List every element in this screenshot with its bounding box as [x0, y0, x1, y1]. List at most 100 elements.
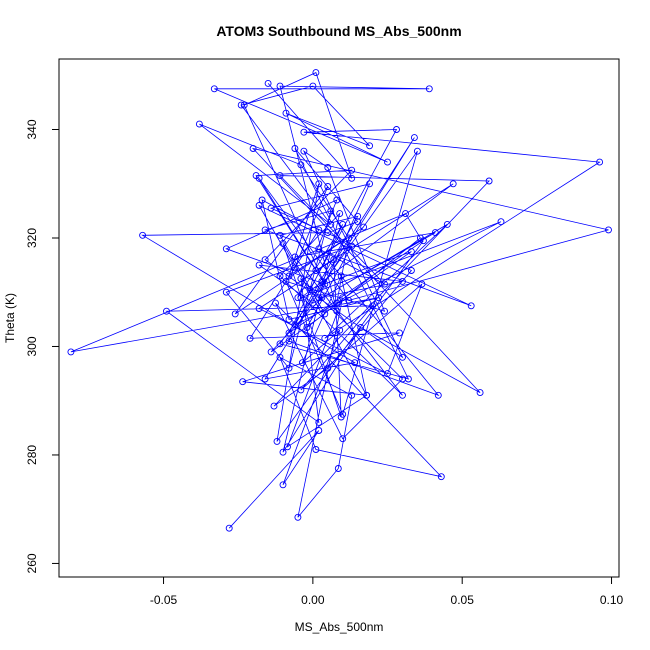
data-point — [270, 402, 278, 410]
x-tick-label: -0.05 — [150, 593, 178, 607]
x-tick-label: 0.05 — [451, 593, 475, 607]
data-point — [291, 264, 299, 272]
data-point — [418, 280, 426, 288]
data-point — [334, 465, 342, 472]
data-point — [297, 386, 305, 394]
data-point — [163, 307, 170, 315]
data-point — [300, 147, 308, 155]
data-point — [249, 145, 257, 152]
data-point — [384, 370, 391, 378]
data-point — [306, 286, 314, 293]
data-point — [252, 172, 260, 180]
y-tick-label: 320 — [25, 228, 39, 248]
data-point — [285, 272, 293, 280]
data-point — [297, 294, 305, 302]
data-point — [345, 296, 353, 304]
y-axis: 260 280 300 320 340 — [25, 119, 60, 573]
x-axis: -0.05 0.00 0.05 0.10 — [150, 576, 624, 607]
data-point — [605, 226, 612, 234]
data-point — [333, 307, 341, 315]
data-point — [410, 134, 418, 142]
data-point — [363, 391, 371, 399]
data-point — [285, 329, 293, 337]
data-point — [267, 204, 275, 212]
data-point — [294, 513, 302, 521]
data-point — [399, 391, 406, 399]
data-point — [327, 207, 335, 215]
data-point — [354, 218, 362, 226]
data-point — [407, 248, 415, 256]
y-axis-title: Theta (K) — [3, 293, 17, 343]
data-point — [381, 280, 388, 288]
y-tick-label: 300 — [25, 336, 39, 356]
data-point — [425, 85, 433, 93]
data-point — [399, 353, 406, 361]
data-point — [333, 299, 341, 307]
data-point — [261, 256, 269, 264]
data-point — [318, 277, 326, 285]
data-point — [312, 446, 320, 453]
data-point — [476, 389, 484, 397]
data-point — [276, 82, 284, 90]
data-point — [315, 427, 323, 434]
data-point — [318, 294, 326, 302]
data-point — [324, 164, 332, 171]
y-tick-label: 340 — [25, 119, 39, 139]
data-point — [321, 310, 329, 318]
data-point — [413, 147, 421, 155]
data-point — [366, 142, 374, 150]
data-point — [261, 375, 269, 383]
data-point — [333, 196, 341, 204]
data-point — [285, 364, 293, 372]
data-point — [312, 69, 320, 77]
data-point — [434, 391, 442, 399]
data-point — [237, 101, 245, 109]
data-point — [467, 302, 475, 310]
data-point — [402, 210, 409, 218]
data-point — [222, 245, 230, 253]
data-point — [399, 277, 406, 285]
data-point — [360, 223, 368, 231]
data-point — [272, 299, 279, 307]
series-line — [70, 72, 609, 529]
data-point — [357, 324, 365, 331]
data-point — [309, 299, 317, 307]
data-point — [348, 391, 356, 399]
data-point — [596, 158, 604, 166]
data-point — [348, 166, 356, 174]
data-point — [264, 79, 272, 87]
data-point — [279, 481, 287, 489]
data-point — [255, 202, 263, 209]
data-point — [354, 212, 362, 220]
data-point — [437, 473, 445, 481]
data-point — [339, 294, 347, 302]
data-point — [315, 245, 323, 253]
data-point — [291, 321, 299, 329]
data-point — [404, 375, 412, 383]
plot-frame — [58, 58, 620, 578]
data-point — [258, 196, 266, 204]
data-point — [485, 177, 493, 185]
data-point — [282, 277, 290, 285]
data-point — [139, 231, 147, 239]
data-point — [324, 183, 332, 190]
data-point — [321, 334, 329, 342]
data-point — [294, 294, 302, 302]
data-point — [369, 302, 377, 310]
data-point — [315, 418, 323, 426]
data-point — [195, 120, 203, 128]
data-point — [225, 524, 233, 532]
data-point — [336, 326, 344, 334]
data-point — [231, 310, 239, 318]
data-point — [276, 231, 284, 239]
x-tick-label: 0.10 — [600, 593, 624, 607]
data-point — [312, 267, 320, 274]
data-point — [297, 275, 305, 283]
data-point — [497, 218, 505, 226]
data-point — [246, 334, 254, 342]
data-point — [330, 256, 338, 264]
data-point — [300, 128, 308, 136]
data-point — [431, 229, 439, 237]
data-point — [381, 307, 388, 315]
